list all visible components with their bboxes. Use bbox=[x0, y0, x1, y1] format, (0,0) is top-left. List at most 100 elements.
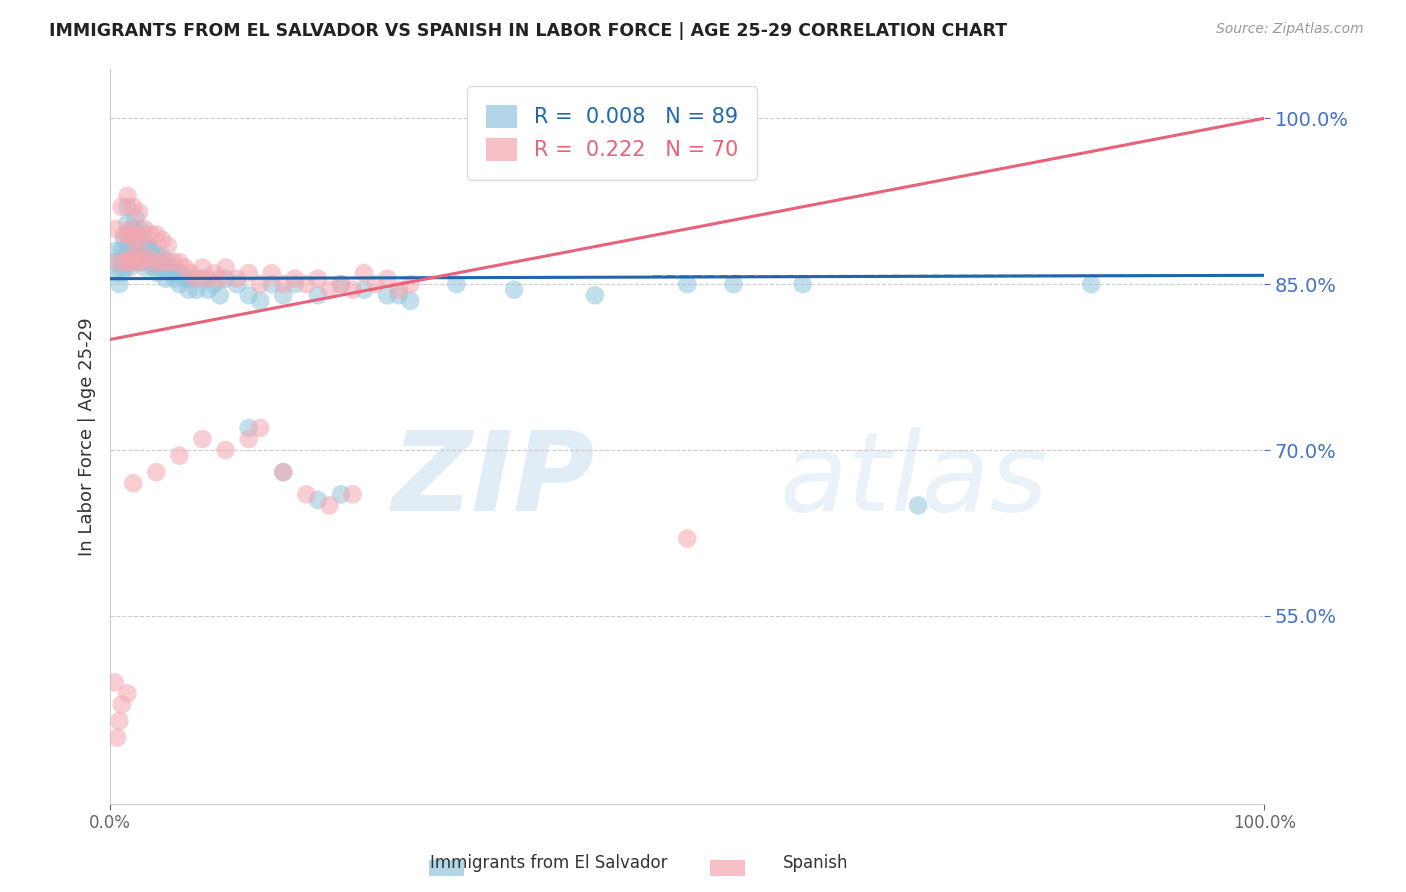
Point bbox=[330, 277, 353, 292]
Point bbox=[139, 244, 162, 258]
Point bbox=[271, 465, 294, 479]
Point bbox=[129, 233, 152, 247]
Point bbox=[249, 421, 271, 435]
Point bbox=[186, 283, 208, 297]
Point bbox=[138, 255, 160, 269]
Point bbox=[122, 222, 145, 236]
Point bbox=[104, 675, 127, 690]
Point bbox=[145, 465, 167, 479]
Point bbox=[202, 266, 225, 280]
Point bbox=[136, 238, 159, 252]
Point bbox=[191, 260, 214, 275]
Point bbox=[104, 244, 127, 258]
Point bbox=[117, 686, 139, 700]
Point bbox=[163, 255, 186, 269]
Point bbox=[122, 200, 145, 214]
Point bbox=[159, 266, 181, 280]
Point bbox=[186, 271, 208, 285]
Point bbox=[238, 266, 260, 280]
Point bbox=[208, 288, 231, 302]
Point bbox=[353, 266, 375, 280]
Point bbox=[146, 266, 169, 280]
Point bbox=[134, 250, 156, 264]
Point bbox=[104, 222, 127, 236]
Point bbox=[108, 277, 131, 292]
Text: ZIP: ZIP bbox=[391, 427, 595, 534]
Point bbox=[170, 266, 193, 280]
Point bbox=[108, 714, 131, 728]
Point bbox=[121, 255, 143, 269]
Point bbox=[174, 260, 197, 275]
Point bbox=[238, 288, 260, 302]
Point bbox=[284, 271, 307, 285]
Point bbox=[128, 222, 150, 236]
Point bbox=[129, 244, 152, 258]
Point bbox=[388, 283, 411, 297]
Point bbox=[191, 432, 214, 446]
Point bbox=[202, 277, 225, 292]
Point bbox=[136, 250, 159, 264]
Point bbox=[249, 277, 271, 292]
Point bbox=[111, 244, 134, 258]
Point bbox=[117, 216, 139, 230]
Point bbox=[676, 277, 699, 292]
Point bbox=[375, 288, 398, 302]
Point bbox=[118, 255, 141, 269]
Point bbox=[111, 698, 134, 712]
Point bbox=[792, 277, 814, 292]
Point bbox=[150, 250, 173, 264]
Point bbox=[375, 271, 398, 285]
Point bbox=[238, 432, 260, 446]
Text: IMMIGRANTS FROM EL SALVADOR VS SPANISH IN LABOR FORCE | AGE 25-29 CORRELATION CH: IMMIGRANTS FROM EL SALVADOR VS SPANISH I… bbox=[49, 22, 1007, 40]
Point bbox=[307, 492, 329, 507]
Point bbox=[117, 238, 139, 252]
Point bbox=[174, 271, 197, 285]
Point bbox=[446, 277, 468, 292]
Point bbox=[271, 288, 294, 302]
Point bbox=[307, 288, 329, 302]
Point bbox=[117, 227, 139, 242]
Point bbox=[238, 421, 260, 435]
Point bbox=[136, 250, 159, 264]
Point bbox=[162, 260, 184, 275]
Point bbox=[197, 271, 219, 285]
Point bbox=[143, 244, 166, 258]
Point bbox=[177, 283, 200, 297]
Point bbox=[120, 238, 142, 252]
Point bbox=[208, 271, 231, 285]
Point bbox=[117, 250, 139, 264]
Point bbox=[271, 465, 294, 479]
Point bbox=[105, 731, 128, 745]
Point bbox=[295, 487, 318, 501]
Point bbox=[330, 277, 353, 292]
Point bbox=[143, 255, 166, 269]
Point bbox=[118, 260, 141, 275]
Point bbox=[111, 266, 134, 280]
Point bbox=[388, 288, 411, 302]
Point bbox=[117, 200, 139, 214]
Point bbox=[135, 238, 157, 252]
Point bbox=[104, 255, 127, 269]
Point bbox=[124, 233, 146, 247]
Point bbox=[117, 227, 139, 242]
Point bbox=[249, 293, 271, 308]
Point bbox=[124, 244, 146, 258]
Point bbox=[139, 227, 162, 242]
Point bbox=[149, 260, 172, 275]
Point bbox=[342, 283, 364, 297]
Point bbox=[108, 255, 131, 269]
Point bbox=[122, 476, 145, 491]
Point bbox=[145, 227, 167, 242]
Point bbox=[155, 271, 177, 285]
Point bbox=[169, 255, 191, 269]
Point bbox=[307, 271, 329, 285]
Point bbox=[117, 188, 139, 202]
Point bbox=[214, 260, 236, 275]
Point bbox=[142, 260, 165, 275]
Point bbox=[318, 283, 340, 297]
Point bbox=[141, 255, 163, 269]
Point bbox=[169, 449, 191, 463]
Point bbox=[214, 271, 236, 285]
Point bbox=[318, 499, 340, 513]
Point bbox=[271, 277, 294, 292]
